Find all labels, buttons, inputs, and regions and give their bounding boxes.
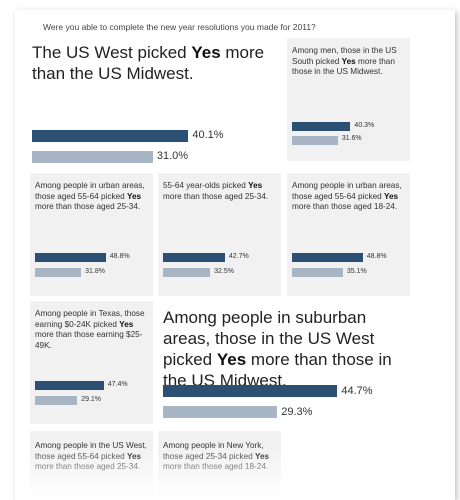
card-headline: Among men, those in the US South picked … (292, 46, 397, 76)
yes-bar (163, 253, 225, 262)
comparison-bar (35, 268, 82, 277)
result-card-2[interactable]: Among men, those in the US South picked … (287, 38, 410, 161)
yes-percent: 44.7% (341, 385, 373, 397)
result-card-9[interactable]: Among people in New York, those aged 25-… (158, 431, 281, 500)
result-card-6[interactable]: Among people in Texas, those earning $0-… (30, 301, 153, 424)
card-headline: Among people in the US West, those aged … (35, 441, 147, 471)
yes-percent: 42.7% (228, 253, 249, 260)
comparison-percent: 31.8% (85, 268, 105, 275)
comparison-percent: 29.1% (81, 396, 102, 403)
yes-bar (32, 130, 189, 142)
comparison-bar (35, 396, 78, 405)
result-card-5[interactable]: Among people in urban areas, those aged … (287, 173, 410, 296)
survey-results-page: Were you able to complete the new year r… (15, 10, 455, 500)
card-headline: Among people in suburban areas, those in… (163, 308, 392, 390)
card-headline: Among people in Texas, those earning $0-… (35, 309, 145, 350)
yes-percent: 48.8% (366, 253, 387, 260)
card-headline: Among people in urban areas, those aged … (35, 181, 145, 211)
result-card-7[interactable]: Among people in suburban areas, those in… (158, 301, 410, 431)
yes-bar (292, 253, 363, 262)
comparison-percent: 35.1% (346, 268, 367, 275)
yes-percent: 40.1% (192, 129, 224, 141)
comparison-bar (292, 136, 338, 145)
yes-percent: 40.3% (354, 122, 375, 129)
card-headline: Among people in urban areas, those aged … (292, 181, 402, 211)
survey-question: Were you able to complete the new year r… (43, 22, 316, 32)
comparison-bar (292, 268, 343, 277)
result-card-8[interactable]: Among people in the US West, those aged … (30, 431, 153, 500)
result-card-1[interactable]: The US West picked Yes more than the US … (30, 38, 280, 173)
comparison-percent: 31.6% (341, 135, 362, 142)
comparison-percent: 32.5% (214, 268, 234, 275)
result-card-3[interactable]: Among people in urban areas, those aged … (30, 173, 153, 296)
yes-percent: 48.8% (109, 253, 130, 260)
yes-bar (35, 253, 106, 262)
card-headline: The US West picked Yes more than the US … (32, 43, 265, 83)
card-headline: 55-64 year-olds picked Yes more than tho… (163, 181, 269, 201)
card-headline: Among people in New York, those aged 25-… (163, 441, 270, 471)
comparison-bar (163, 268, 211, 277)
yes-percent: 47.4% (107, 381, 128, 388)
comparison-percent: 31.0% (156, 150, 189, 162)
comparison-percent: 29.3% (281, 406, 313, 418)
yes-bar (163, 385, 338, 397)
yes-bar (35, 381, 104, 390)
comparison-bar (163, 406, 278, 418)
result-card-4[interactable]: 55-64 year-olds picked Yes more than tho… (158, 173, 281, 296)
comparison-bar (32, 151, 153, 163)
yes-bar (292, 122, 351, 131)
